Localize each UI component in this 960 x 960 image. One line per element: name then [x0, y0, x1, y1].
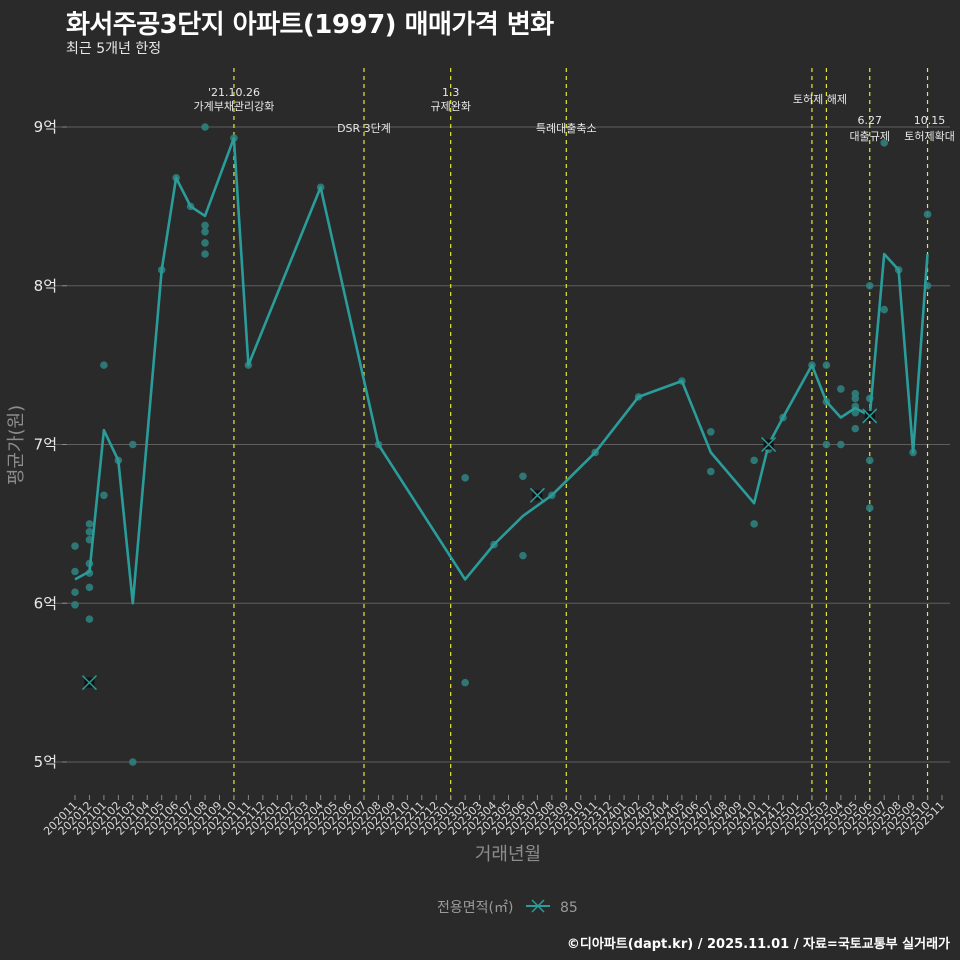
- trade-point: [129, 440, 137, 449]
- trade-point: [71, 567, 79, 576]
- trade-point: [851, 424, 860, 433]
- chart-subtitle: 최근 5개년 한정: [66, 41, 162, 57]
- policy-annotation: 6.27: [858, 114, 883, 127]
- trade-point: [100, 361, 108, 369]
- average-price-line: [74, 136, 929, 605]
- trade-point: [85, 583, 94, 592]
- policy-annotation: 규제완화: [430, 100, 470, 113]
- x-marker: [761, 436, 777, 453]
- trade-point: [71, 542, 79, 550]
- policy-annotation: 대출규제: [850, 130, 890, 143]
- trade-point: [461, 474, 469, 482]
- x-marker: [81, 675, 97, 691]
- policy-annotation: 특례대출축소: [536, 122, 597, 135]
- policy-event-lines: [233, 68, 929, 800]
- y-tick-label: 8억: [34, 277, 57, 295]
- trade-point: [880, 139, 888, 147]
- legend-item-85: 85: [560, 900, 578, 916]
- trade-point: [519, 551, 527, 560]
- y-tick-label: 7억: [34, 436, 57, 454]
- trade-point: [201, 227, 209, 236]
- source-caption: ©디아파트(dapt.kr) / 2025.11.01 / 자료=국토교통부 실…: [566, 937, 950, 952]
- policy-annotation: 1.3: [442, 86, 460, 99]
- trade-point: [837, 440, 845, 449]
- trade-point: [750, 456, 758, 465]
- legend: 전용면적(㎡) 85: [437, 899, 578, 916]
- x-marker: [529, 487, 545, 503]
- trade-point: [201, 123, 209, 131]
- policy-annotation: 토허제확대: [904, 130, 955, 143]
- trade-point: [85, 615, 94, 623]
- y-tick-label: 9억: [34, 118, 57, 136]
- x-axis: 2020112020122021012021022021032021042021…: [41, 795, 947, 838]
- x-markers: [81, 408, 878, 691]
- trade-point: [707, 467, 715, 476]
- y-axis: 5억 6억 7억 8억 9억: [34, 118, 67, 771]
- trade-point: [201, 221, 209, 230]
- trade-point: [461, 678, 469, 687]
- average-line: [74, 136, 929, 605]
- trade-point: [100, 491, 108, 500]
- policy-annotation: 10.15: [914, 114, 946, 127]
- trade-point: [837, 385, 845, 393]
- trade-point: [85, 528, 94, 536]
- y-tick-label: 5억: [34, 753, 57, 771]
- x-axis-title: 거래년월: [475, 844, 541, 865]
- y-axis-title: 평균가(원): [6, 405, 27, 485]
- trade-point: [519, 472, 527, 481]
- policy-annotation: '21.10.26: [208, 86, 260, 99]
- trade-point: [865, 281, 874, 290]
- trade-point: [85, 520, 94, 528]
- grid-lines: [55, 126, 950, 763]
- trade-point: [71, 588, 79, 596]
- trade-point: [851, 408, 860, 417]
- policy-annotation: DSR 3단계: [337, 122, 391, 135]
- policy-annotation: 가계부채관리강화: [193, 100, 274, 113]
- legend-title: 전용면적(㎡): [437, 900, 513, 916]
- trade-point: [851, 394, 860, 403]
- trade-point: [822, 361, 831, 369]
- trade-point: [707, 428, 715, 436]
- trade-point: [865, 504, 874, 512]
- trade-point: [129, 758, 137, 766]
- trade-point: [201, 239, 209, 247]
- x-line-icon: [526, 899, 550, 913]
- trade-point: [750, 520, 758, 528]
- trade-point: [822, 440, 831, 449]
- trade-point: [865, 456, 874, 465]
- chart-title: 화서주공3단지 아파트(1997) 매매가격 변화: [66, 10, 554, 40]
- y-tick-label: 6억: [34, 594, 57, 612]
- policy-annotation: 토허제 해제: [793, 92, 847, 106]
- trade-point: [880, 305, 888, 314]
- trade-point: [71, 601, 79, 609]
- trade-point: [201, 250, 209, 258]
- x-marker: [862, 408, 878, 424]
- trade-point: [923, 210, 932, 219]
